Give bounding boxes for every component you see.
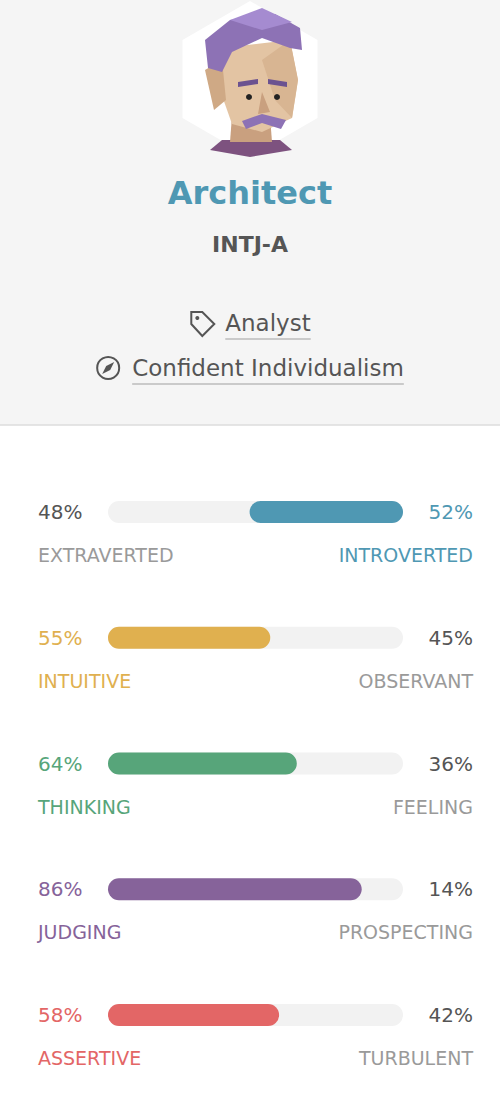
svg-text:45%: 45% xyxy=(429,626,473,650)
svg-text:Confident Individualism: Confident Individualism xyxy=(132,355,404,381)
svg-text:INTJ-A: INTJ-A xyxy=(212,232,288,257)
svg-text:FEELING: FEELING xyxy=(393,796,473,818)
svg-text:INTROVERTED: INTROVERTED xyxy=(339,544,473,566)
svg-text:14%: 14% xyxy=(429,877,473,901)
svg-text:48%: 48% xyxy=(38,500,82,524)
svg-text:ASSERTIVE: ASSERTIVE xyxy=(38,1047,141,1069)
svg-text:64%: 64% xyxy=(38,752,82,776)
svg-text:36%: 36% xyxy=(429,752,473,776)
svg-text:TURBULENT: TURBULENT xyxy=(358,1047,473,1069)
svg-text:INTUITIVE: INTUITIVE xyxy=(38,670,131,692)
svg-text:Analyst: Analyst xyxy=(225,310,310,336)
svg-text:EXTRAVERTED: EXTRAVERTED xyxy=(38,544,174,566)
svg-text:PROSPECTING: PROSPECTING xyxy=(338,921,473,943)
svg-text:86%: 86% xyxy=(38,877,82,901)
svg-text:JUDGING: JUDGING xyxy=(37,921,121,943)
svg-text:OBSERVANT: OBSERVANT xyxy=(359,670,474,692)
svg-text:55%: 55% xyxy=(38,626,82,650)
svg-text:52%: 52% xyxy=(429,500,473,524)
svg-text:THINKING: THINKING xyxy=(37,796,131,818)
svg-text:58%: 58% xyxy=(38,1003,82,1027)
svg-text:Architect: Architect xyxy=(168,174,333,212)
svg-text:42%: 42% xyxy=(429,1003,473,1027)
